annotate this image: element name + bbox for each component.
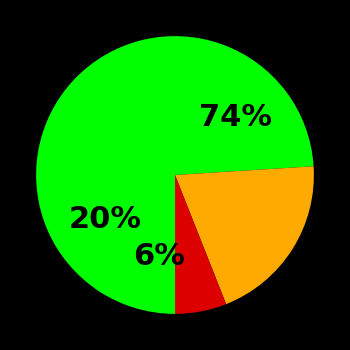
Text: 74%: 74%: [199, 104, 272, 132]
Wedge shape: [175, 175, 226, 314]
Wedge shape: [36, 36, 314, 314]
Wedge shape: [175, 166, 314, 304]
Text: 20%: 20%: [68, 205, 141, 234]
Text: 6%: 6%: [133, 242, 185, 271]
